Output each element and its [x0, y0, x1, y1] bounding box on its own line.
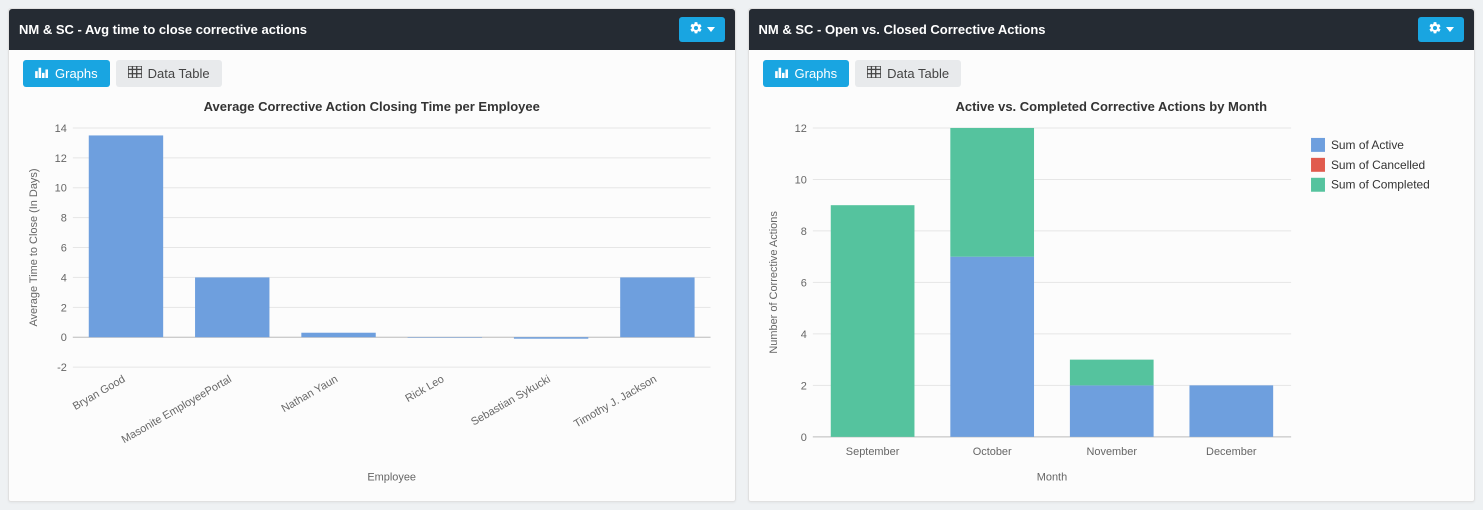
bar-segment	[950, 257, 1034, 437]
view-tabs: Graphs Data Table	[763, 60, 1461, 87]
svg-text:0: 0	[61, 332, 67, 344]
bar	[195, 277, 269, 337]
svg-text:8: 8	[800, 226, 806, 238]
svg-text:6: 6	[61, 243, 67, 255]
svg-text:8: 8	[61, 213, 67, 225]
dashboard: NM & SC - Avg time to close corrective a…	[8, 8, 1475, 502]
chart-icon	[35, 66, 49, 81]
tab-data-table[interactable]: Data Table	[116, 60, 222, 87]
chart-icon	[775, 66, 789, 81]
svg-text:10: 10	[794, 174, 806, 186]
panel-title: NM & SC - Open vs. Closed Corrective Act…	[759, 22, 1046, 37]
svg-text:October: October	[972, 446, 1011, 458]
legend-label: Sum of Active	[1330, 138, 1403, 152]
svg-text:Nathan Yaun: Nathan Yaun	[280, 373, 341, 415]
view-tabs: Graphs Data Table	[23, 60, 721, 87]
panel-settings-button[interactable]	[1418, 17, 1464, 42]
caret-down-icon	[1446, 27, 1454, 32]
bar	[514, 337, 588, 338]
bar	[89, 135, 163, 337]
panel-body: Graphs Data Table Average Corrective Act…	[9, 50, 735, 501]
svg-text:2: 2	[61, 302, 67, 314]
svg-text:2: 2	[800, 380, 806, 392]
chart-container: Average Corrective Action Closing Time p…	[23, 99, 721, 487]
svg-text:14: 14	[55, 123, 67, 135]
svg-text:4: 4	[800, 329, 806, 341]
tab-graphs[interactable]: Graphs	[763, 60, 850, 87]
svg-text:Masonite EmployeePortal: Masonite EmployeePortal	[120, 373, 234, 446]
legend-label: Sum of Completed	[1330, 178, 1429, 192]
svg-text:0: 0	[800, 432, 806, 444]
svg-text:Month: Month	[1036, 472, 1066, 484]
panel-header: NM & SC - Open vs. Closed Corrective Act…	[749, 9, 1475, 50]
svg-text:Employee: Employee	[367, 472, 416, 484]
bar-segment	[950, 128, 1034, 257]
tab-label: Graphs	[55, 66, 98, 81]
svg-text:December: December	[1206, 446, 1257, 458]
panel-avg-close-time: NM & SC - Avg time to close corrective a…	[8, 8, 736, 502]
chart-container: Active vs. Completed Corrective Actions …	[763, 99, 1461, 487]
chart-title: Active vs. Completed Corrective Actions …	[763, 99, 1461, 114]
svg-text:Timothy J. Jackson: Timothy J. Jackson	[572, 373, 659, 430]
legend-swatch	[1311, 138, 1325, 152]
legend-swatch	[1311, 178, 1325, 192]
legend-swatch	[1311, 158, 1325, 172]
panel-body: Graphs Data Table Active vs. Completed C…	[749, 50, 1475, 501]
stacked-bar-chart: 0 2 4 6 8 10 12 September October November Decembe…	[763, 118, 1461, 487]
legend-label: Sum of Cancelled	[1330, 158, 1424, 172]
svg-text:November: November	[1086, 446, 1137, 458]
svg-text:Rick Leo: Rick Leo	[403, 373, 446, 405]
panel-title: NM & SC - Avg time to close corrective a…	[19, 22, 307, 37]
svg-text:4: 4	[61, 272, 67, 284]
svg-text:10: 10	[55, 183, 67, 195]
svg-text:-2: -2	[57, 362, 67, 374]
gear-icon	[1428, 21, 1442, 38]
svg-text:Sebastian Sykucki: Sebastian Sykucki	[469, 373, 553, 428]
gear-icon	[689, 21, 703, 38]
table-icon	[128, 66, 142, 81]
chart-title: Average Corrective Action Closing Time p…	[23, 99, 721, 114]
bar-chart: -2 0 2 4 6 8 10 12 14 Bryan GoodMasonite Employee…	[23, 118, 721, 487]
tab-graphs[interactable]: Graphs	[23, 60, 110, 87]
svg-text:6: 6	[800, 277, 806, 289]
bar-segment	[830, 205, 914, 437]
svg-text:Average Time to Close (In Days: Average Time to Close (In Days)	[28, 168, 40, 326]
svg-text:Number of Corrective Actions: Number of Corrective Actions	[767, 211, 779, 354]
tab-label: Data Table	[887, 66, 949, 81]
panel-open-vs-closed: NM & SC - Open vs. Closed Corrective Act…	[748, 8, 1476, 502]
svg-text:Bryan Good: Bryan Good	[71, 373, 128, 413]
tab-label: Data Table	[148, 66, 210, 81]
bar	[301, 333, 375, 337]
bar-segment	[1069, 360, 1153, 386]
svg-text:12: 12	[55, 153, 67, 165]
bar-segment	[1189, 385, 1273, 436]
svg-text:12: 12	[794, 123, 806, 135]
svg-text:September: September	[845, 446, 899, 458]
caret-down-icon	[707, 27, 715, 32]
tab-label: Graphs	[795, 66, 838, 81]
bar	[620, 277, 694, 337]
bar-segment	[1069, 385, 1153, 436]
table-icon	[867, 66, 881, 81]
panel-settings-button[interactable]	[679, 17, 725, 42]
panel-header: NM & SC - Avg time to close corrective a…	[9, 9, 735, 50]
tab-data-table[interactable]: Data Table	[855, 60, 961, 87]
